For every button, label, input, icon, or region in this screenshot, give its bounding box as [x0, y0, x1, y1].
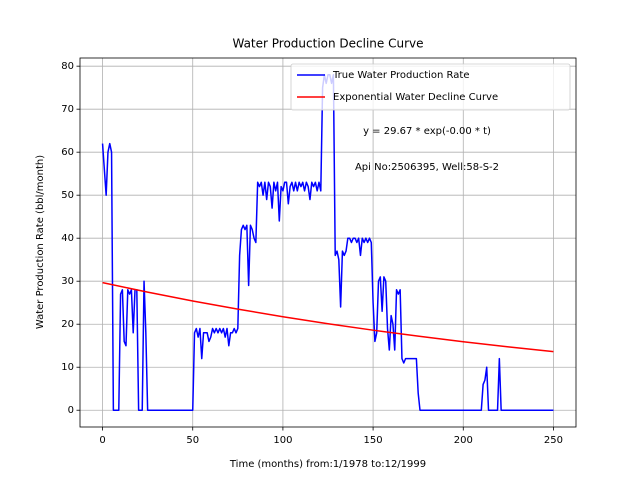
axes-frame [79, 57, 577, 428]
y-tick-label: 70 [61, 104, 74, 115]
x-tick-label: 100 [273, 435, 292, 446]
legend-label: True Water Production Rate [332, 70, 469, 81]
y-tick-label: 80 [61, 61, 74, 72]
y-tick-label: 60 [61, 147, 74, 158]
x-tick-label: 0 [99, 435, 105, 446]
y-tick-label: 30 [61, 276, 74, 287]
legend-label: Exponential Water Decline Curve [333, 92, 498, 103]
plot-area [101, 74, 554, 411]
annotation: Api No:2506395, Well:58-S-2 [355, 162, 499, 173]
x-tick-label: 150 [364, 435, 383, 446]
legend-box [290, 63, 571, 111]
y-tick-label: 0 [68, 405, 74, 416]
legend: True Water Production Rate Exponential Wa… [290, 63, 571, 111]
x-tick-label: 50 [186, 435, 199, 446]
y-tick-label: 40 [61, 233, 74, 244]
y-tick-label: 10 [61, 362, 74, 373]
x-tick-label: 200 [454, 435, 473, 446]
y-axis-label: Water Production Rate (bbl/month) [35, 155, 46, 329]
x-tick-label: 250 [544, 435, 563, 446]
annotation: y = 29.67 * exp(-0.00 * t) [363, 126, 491, 137]
y-tick-label: 50 [61, 190, 74, 201]
y-tick-label: 20 [61, 319, 74, 330]
data-line [101, 74, 554, 411]
x-axis-label: Time (months) from:1/1978 to:12/1999 [229, 459, 426, 470]
data-line [102, 281, 554, 353]
chart-title: Water Production Decline Curve [232, 37, 423, 51]
